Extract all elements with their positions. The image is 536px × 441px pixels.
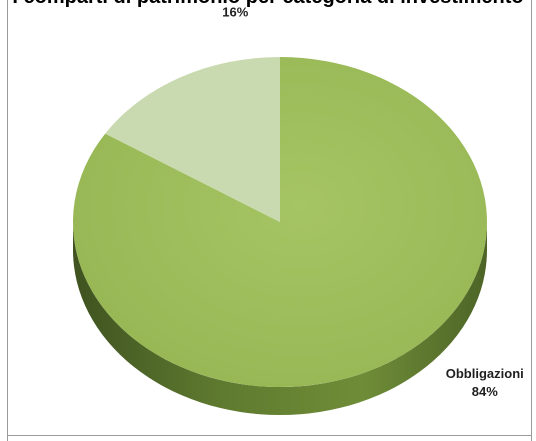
slice-label-titoli-immobiliari-line-2: immobiliari [201,0,270,1]
pie-slice-titoli-immobiliari [105,56,280,222]
pie-side [73,222,487,415]
slice-label-titoli-immobiliari-line-3: 16% [222,4,248,19]
chart-border-right [531,0,532,441]
slice-label-obbligazioni-line-2: 84% [472,384,498,399]
chart-border-bottom [7,435,532,436]
slice-label-obbligazioni-line-1: Obbligazioni [446,366,524,381]
chart-title: I comparti di patrimonio per categoria d… [0,0,536,9]
pie-side-obbligazioni [73,222,487,415]
chart-border-left [7,0,8,441]
pie-top [72,56,488,387]
